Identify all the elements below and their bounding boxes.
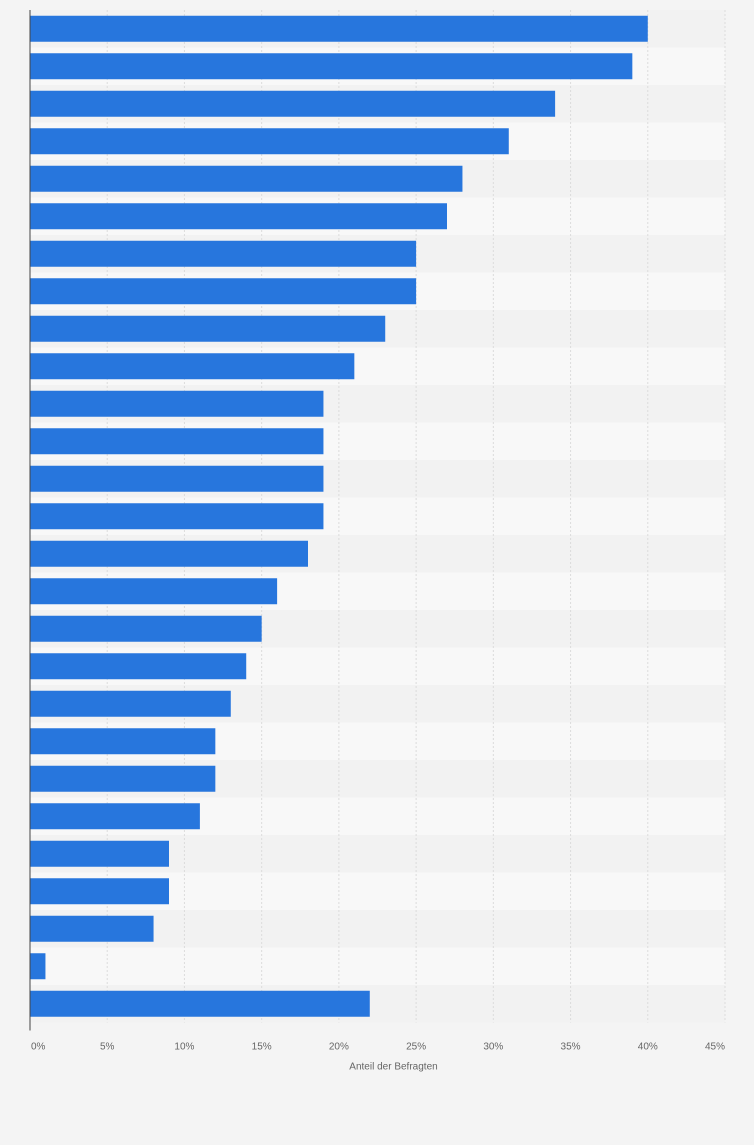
bar: [30, 465, 324, 492]
bar: [30, 390, 324, 417]
bar: [30, 728, 216, 755]
x-tick-label: 0%: [31, 1042, 46, 1053]
bar: [30, 653, 247, 680]
bar: [30, 353, 355, 380]
bar: [30, 953, 46, 980]
x-tick-label: 20%: [329, 1042, 349, 1053]
x-axis-label: Anteil der Befragten: [349, 1062, 437, 1073]
bar: [30, 315, 386, 342]
x-tick-label: 40%: [638, 1042, 658, 1053]
bar: [30, 165, 463, 192]
bar: [30, 428, 324, 455]
x-tick-label: 15%: [252, 1042, 272, 1053]
bar: [30, 878, 169, 905]
x-tick-labels: 0% 5% 10% 15% 20% 25% 30% 35% 40% 45%: [31, 1042, 725, 1053]
bar: [30, 578, 278, 605]
bar: [30, 615, 262, 642]
x-tick-label: 5%: [100, 1042, 115, 1053]
bar: [30, 540, 308, 567]
x-tick-label: 35%: [561, 1042, 581, 1053]
x-tick-label: 25%: [406, 1042, 426, 1053]
bar: [30, 15, 648, 42]
x-tick-label: 30%: [483, 1042, 503, 1053]
bar: [30, 240, 417, 267]
bar: [30, 90, 556, 117]
bar: [30, 203, 447, 230]
bar: [30, 840, 169, 867]
bar: [30, 690, 231, 717]
bar: [30, 765, 216, 792]
bar: [30, 990, 370, 1017]
bar: [30, 503, 324, 530]
x-tick-label: 45%: [705, 1042, 725, 1053]
bar: [30, 278, 417, 305]
row-band: [30, 947, 725, 985]
bars: [30, 15, 648, 1017]
bar: [30, 128, 509, 155]
x-tick-label: 10%: [174, 1042, 194, 1053]
bar: [30, 915, 154, 942]
bar: [30, 803, 200, 830]
bar: [30, 53, 633, 80]
